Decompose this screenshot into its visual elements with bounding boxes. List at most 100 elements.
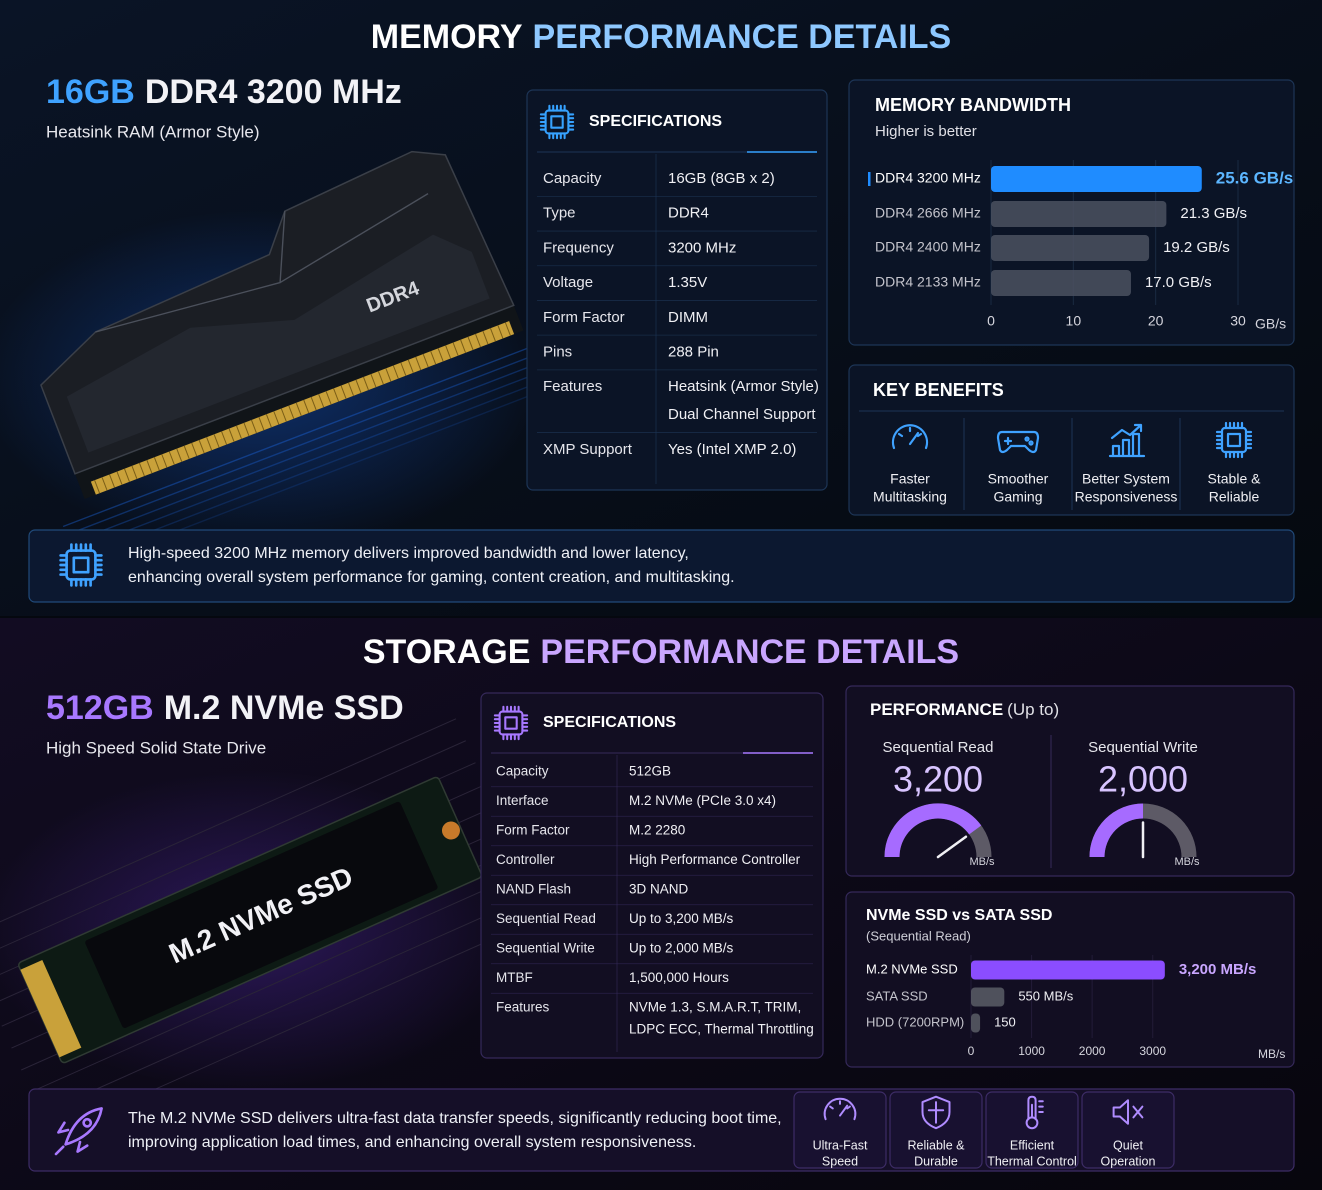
bar: [991, 235, 1150, 261]
x-tick-label: 3000: [1139, 1044, 1166, 1058]
ram-pin: [146, 459, 153, 474]
ram-pin: [198, 439, 205, 454]
category-label: SATA SSD: [866, 988, 928, 1003]
icon-stroke: [823, 1097, 857, 1121]
ram-pin: [191, 442, 198, 457]
ram-pin: [430, 350, 437, 365]
icon: [1025, 1095, 1044, 1130]
spec-label: Sequential Write: [496, 941, 595, 956]
ram-pin: [333, 388, 340, 402]
note-text: improving application load times, and en…: [128, 1134, 696, 1151]
ram-pin: [348, 382, 355, 396]
gauge-value: 2,000: [1098, 759, 1188, 800]
bar: [991, 201, 1167, 227]
spec-label: NAND Flash: [496, 882, 571, 897]
icon-stroke: [996, 430, 1040, 454]
bar: [971, 960, 1165, 980]
spec-value: 512GB: [629, 764, 671, 779]
icon: [921, 1095, 951, 1130]
icon: [823, 1097, 857, 1121]
icon: [1112, 1099, 1144, 1125]
panel: [889, 1091, 983, 1169]
ram-module: DDR4: [40, 150, 556, 570]
chart-title: MEMORY BANDWIDTH: [875, 95, 1071, 115]
benefit-label: Quiet: [1113, 1138, 1143, 1152]
icon-stroke: [1027, 1095, 1037, 1121]
benefit-label: Reliable: [1209, 489, 1260, 505]
product-name: 16GB DDR4 3200 MHz: [46, 73, 402, 111]
benefit-label: Better System: [1082, 471, 1170, 487]
ram-pin: [153, 457, 160, 471]
category-label: DDR4 2666 MHz: [875, 205, 981, 221]
ram-pin: [265, 414, 272, 428]
spec-label: Features: [496, 1000, 550, 1015]
gauge-unit: MB/s: [969, 856, 995, 868]
icon-stroke: [1003, 436, 1013, 446]
icon: [1215, 421, 1253, 459]
ram-pin: [273, 411, 280, 425]
icon-stroke: [493, 705, 529, 741]
spec-value: High Performance Controller: [629, 852, 801, 867]
icon-stroke: [1215, 421, 1253, 459]
icon: [891, 424, 929, 450]
ram-pin: [310, 396, 317, 411]
icon: [996, 430, 1040, 454]
icon-stroke: [539, 104, 575, 140]
benefit-label: Reliable &: [908, 1138, 966, 1152]
spec-label: Voltage: [543, 274, 593, 291]
product-model: M.2 NVMe SSD: [164, 689, 404, 727]
light-streak: [62, 343, 540, 528]
note-text: High-speed 3200 MHz memory delivers impr…: [128, 545, 689, 562]
icon-stroke: [839, 1104, 849, 1117]
icon-stroke: [829, 1100, 851, 1110]
ram-pin: [377, 371, 384, 385]
ram-pin: [288, 405, 295, 419]
x-axis-unit: GB/s: [1255, 316, 1286, 332]
circuit-trace: [0, 740, 466, 961]
ram-pin: [250, 419, 257, 434]
spec-value: LDPC ECC, Thermal Throttling: [629, 1022, 814, 1037]
ram-pin: [437, 348, 444, 362]
product-subtitle: High Speed Solid State Drive: [46, 738, 266, 757]
benefit-label: Operation: [1101, 1154, 1156, 1168]
specs-title: SPECIFICATIONS: [589, 113, 722, 130]
ram-pin: [385, 368, 392, 382]
icon-stroke: [891, 424, 929, 450]
bar: [991, 270, 1131, 296]
icon-stroke: [1132, 1105, 1144, 1119]
ram-pin: [475, 333, 481, 348]
x-tick-label: 10: [1066, 313, 1082, 329]
ram-heatsink-facet: [66, 234, 490, 453]
spec-value: DIMM: [668, 309, 708, 326]
ram-pin: [183, 445, 190, 460]
specs-title: SPECIFICATIONS: [543, 714, 676, 731]
bar: [991, 166, 1202, 192]
ram-contacts: [90, 321, 515, 495]
category-label: DDR4 3200 MHz: [875, 170, 981, 186]
benefit-label: Smoother: [988, 471, 1049, 487]
icon-stroke: [921, 1095, 951, 1130]
section-title-lead: MEMORY: [371, 18, 523, 56]
spec-value: Up to 3,200 MB/s: [629, 911, 734, 926]
spec-value: 16GB (8GB x 2): [668, 170, 775, 187]
ram-pin: [206, 436, 213, 451]
icon-stroke: [539, 104, 575, 140]
light-streak: [72, 368, 550, 553]
icon-stroke: [59, 543, 103, 587]
x-tick-label: 0: [968, 1044, 975, 1058]
ram-pin: [243, 422, 250, 437]
value-label: 19.2 GB/s: [1163, 239, 1230, 256]
icon: [539, 104, 575, 140]
spec-value: Up to 2,000 MB/s: [629, 941, 734, 956]
chart-subtitle: Higher is better: [875, 123, 977, 140]
ram-pin: [422, 353, 429, 368]
icon-stroke: [1215, 421, 1253, 459]
spec-label: Form Factor: [543, 309, 625, 326]
ram-pin: [236, 425, 242, 439]
icon-stroke: [59, 543, 103, 587]
ram-pin: [392, 365, 399, 379]
value-label: 3,200 MB/s: [1179, 961, 1257, 978]
ram-pin: [489, 328, 496, 342]
ram-pin: [482, 330, 489, 345]
